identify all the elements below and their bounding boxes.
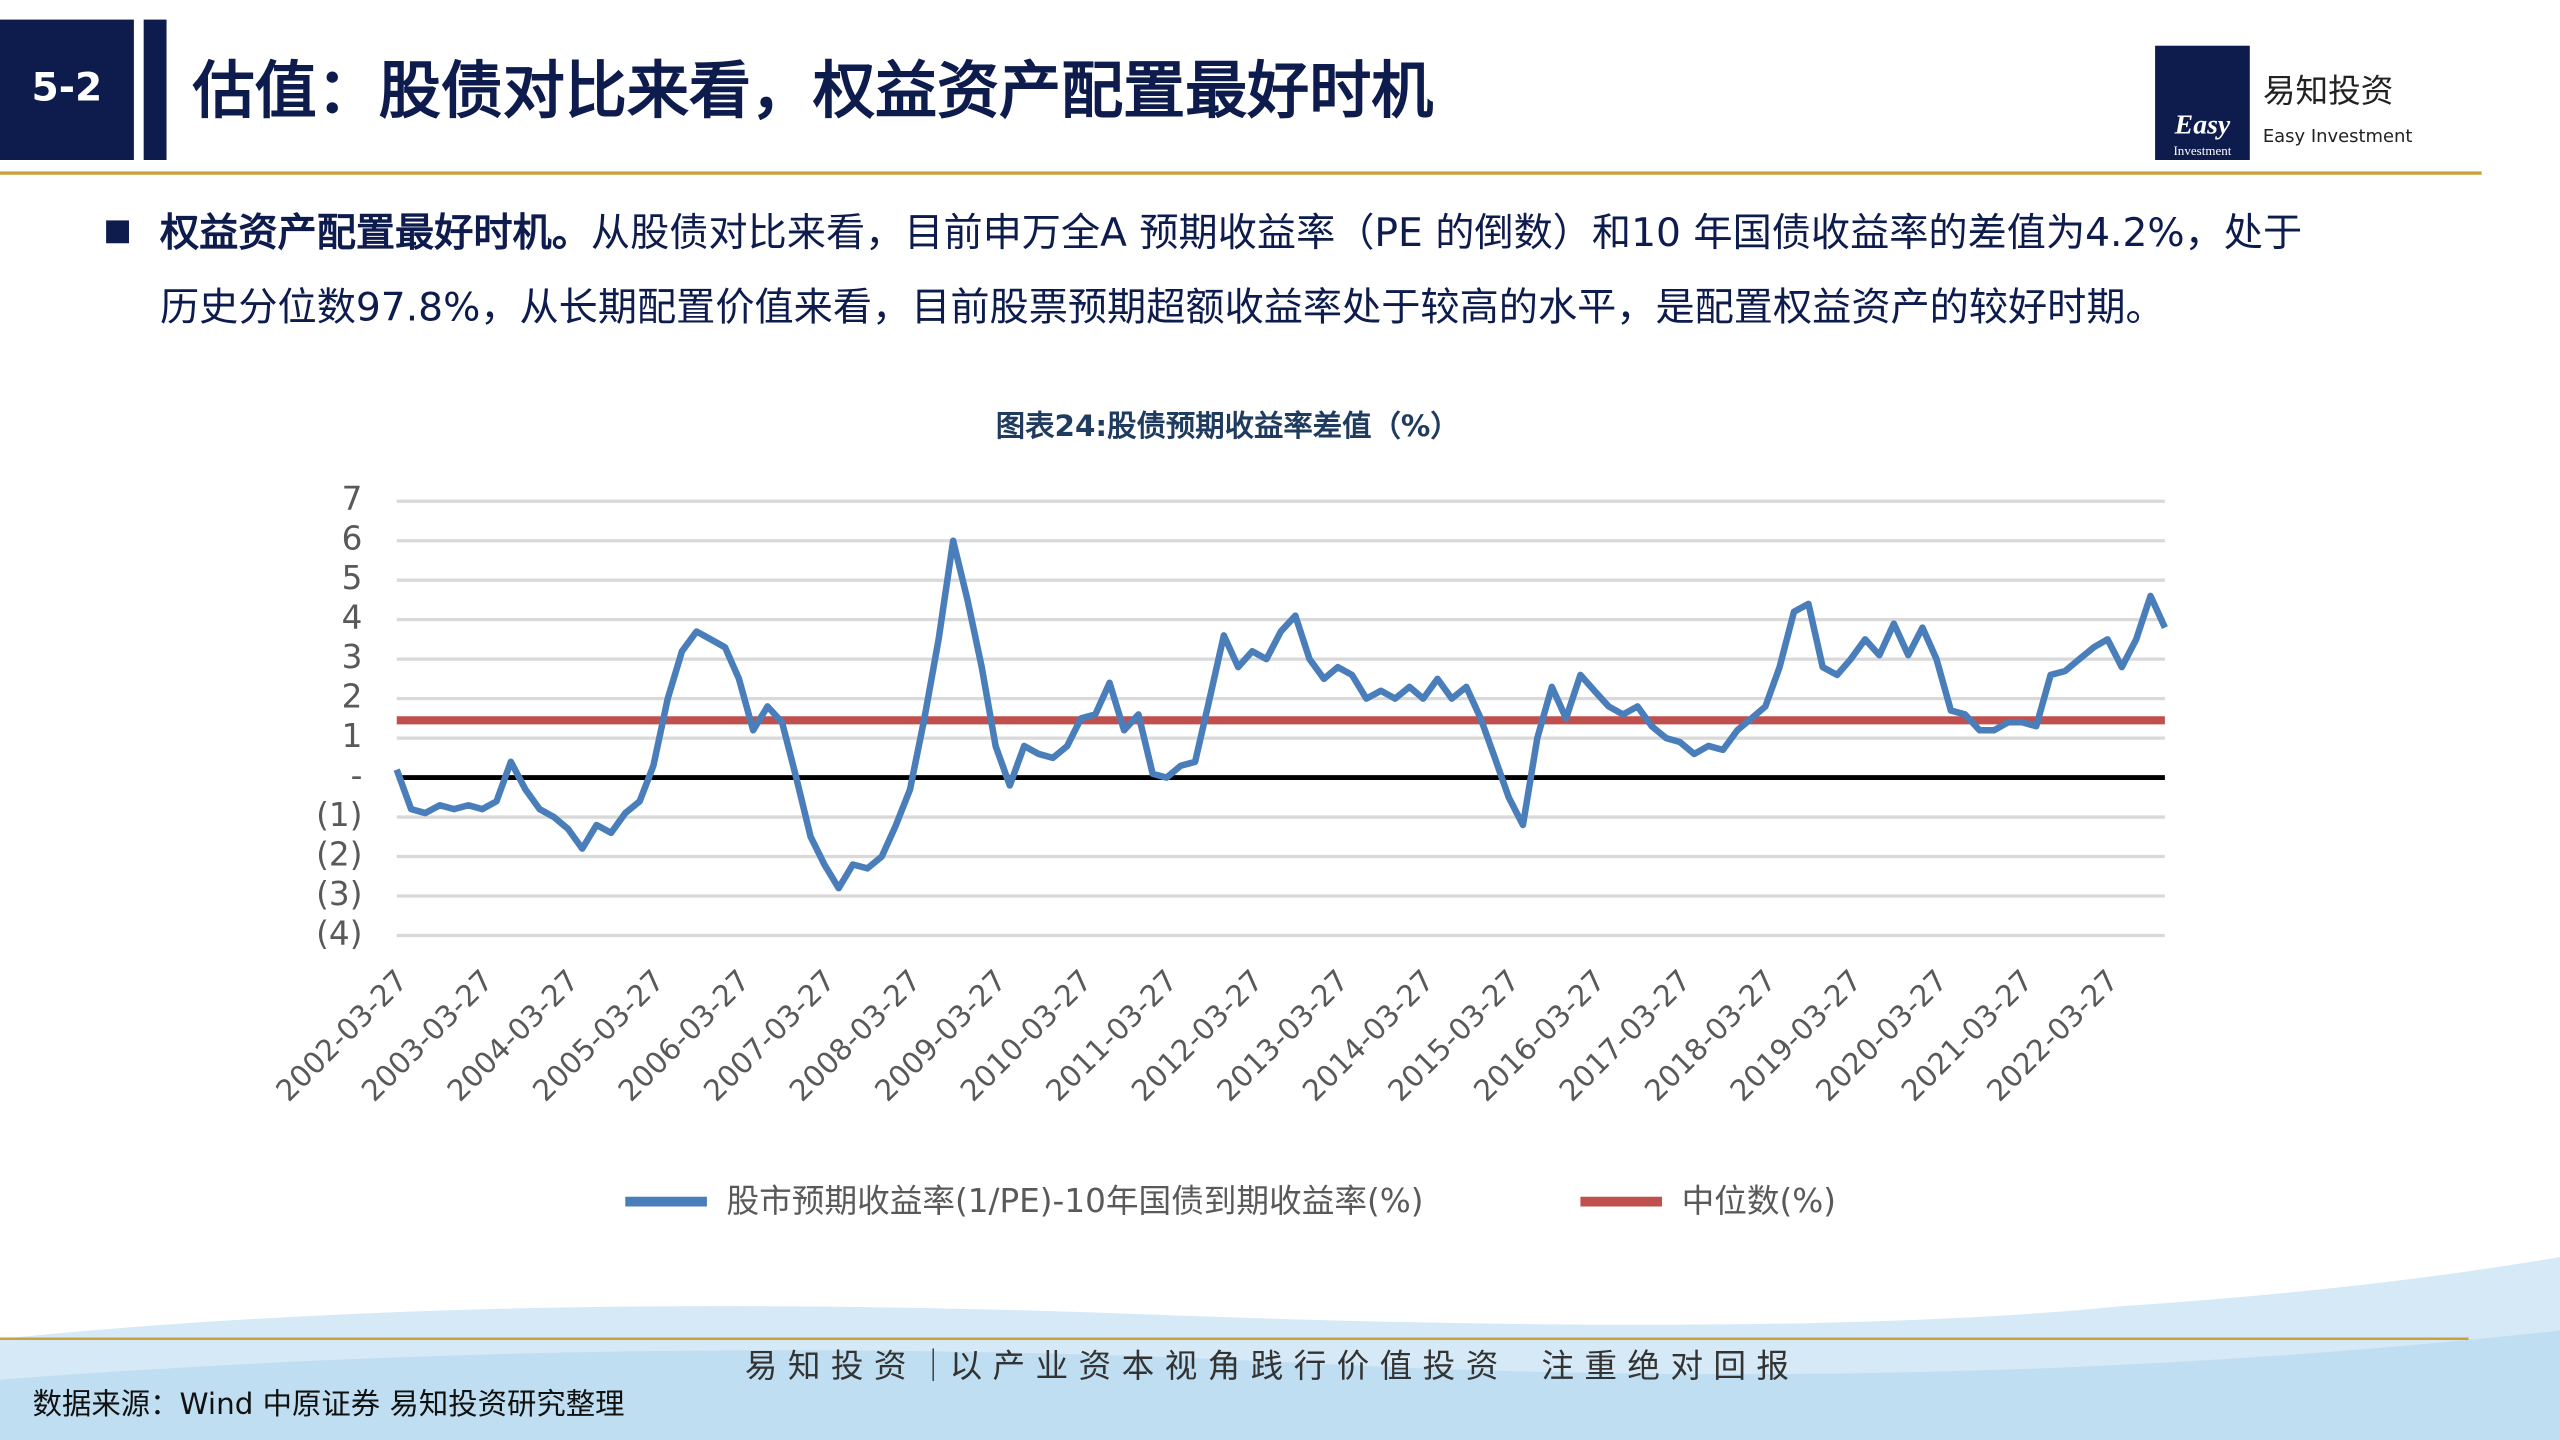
y-tick-label: 1 [342, 717, 363, 755]
y-tick-label: 5 [342, 559, 363, 597]
section-box [0, 19, 134, 160]
y-tick-label: - [351, 757, 363, 795]
y-tick-label: (2) [316, 836, 362, 874]
logo-mark: Easy [2174, 110, 2231, 141]
y-tick-label: 4 [342, 599, 363, 637]
logo-name: 易知投资 [2263, 72, 2394, 110]
y-tick-label: (1) [316, 796, 362, 834]
y-tick-label: 3 [342, 638, 363, 676]
source-note: 数据来源：Wind 中原证券 易知投资研究整理 [33, 1387, 625, 1421]
logo-box [2155, 45, 2250, 160]
footer-wave [0, 1330, 2560, 1440]
logo-mark-sub: Investment [2173, 143, 2231, 158]
y-tick-label: 7 [342, 480, 363, 518]
slide-title: 估值：股债对比来看，权益资产配置最好时机 [192, 54, 1434, 127]
bullet [106, 220, 129, 244]
legend-label: 中位数(%) [1682, 1182, 1836, 1220]
chart-title: 图表24:股债预期收益率差值（%） [996, 409, 1460, 443]
y-tick-label: (4) [316, 915, 362, 953]
section-number: 5-2 [32, 65, 103, 110]
logo-en: Easy Investment [2263, 126, 2413, 147]
legend-label: 股市预期收益率(1/PE)-10年国债到期收益率(%) [727, 1182, 1424, 1220]
section-bar [143, 19, 167, 160]
y-tick-label: 2 [342, 678, 363, 716]
series-line [393, 537, 2168, 892]
y-tick-label: 6 [342, 520, 363, 558]
text: 从股债对比来看，目前申万全A 预期收益率（PE 的倒数）和10 年国债收益率的差… [591, 211, 2302, 256]
footer-slogan: 易 知 投 资 ｜以 产 业 资 本 视 角 践 行 价 值 投 资 注 重 绝… [745, 1347, 1789, 1385]
paragraph-line: 历史分位数97.8%，从长期配置价值来看，目前股票预期超额收益率处于较高的水平，… [160, 286, 2165, 331]
lead: 权益资产配置最好时机。 [159, 211, 591, 256]
paragraph-line: 权益资产配置最好时机。从股债对比来看，目前申万全A 预期收益率（PE 的倒数）和… [159, 211, 2302, 256]
y-tick-label: (3) [316, 875, 362, 913]
